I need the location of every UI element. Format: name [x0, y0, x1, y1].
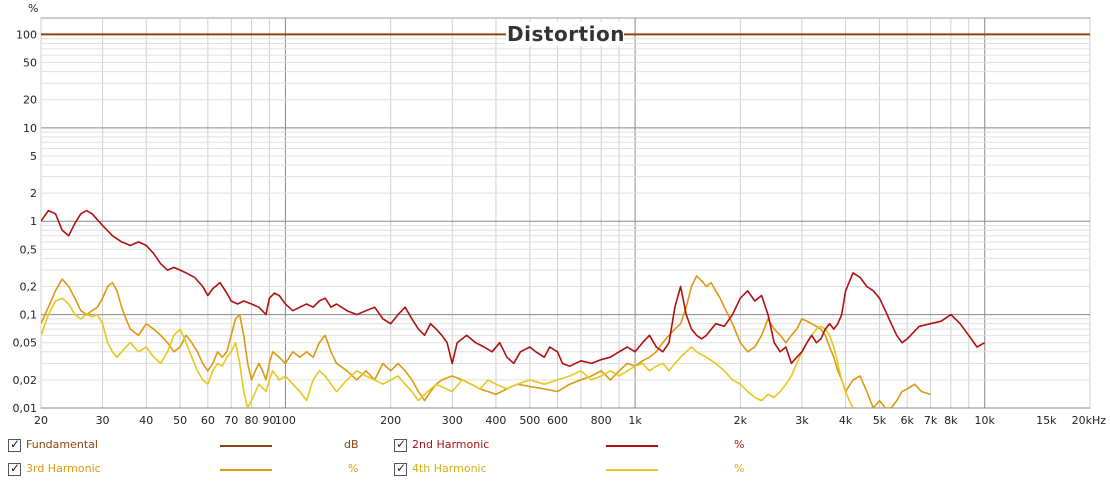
y-tick-label: 100 — [16, 28, 37, 41]
x-tick-label: 4k — [839, 414, 853, 427]
x-tick-label: 10k — [975, 414, 996, 427]
checkbox-2nd-harmonic[interactable]: ✓ — [394, 437, 407, 452]
legend-label: 3rd Harmonic — [26, 462, 101, 475]
legend-swatch — [220, 445, 272, 447]
x-tick-label: 40 — [139, 414, 153, 427]
title-backdrop — [506, 22, 624, 46]
checkmark-icon: ✓ — [396, 461, 407, 475]
x-tick-label: 8k — [944, 414, 958, 427]
legend-swatch — [606, 445, 658, 447]
legend-item-2nd-harmonic[interactable]: ✓ 2nd Harmonic % — [394, 436, 754, 456]
y-axis-label: % — [28, 2, 38, 15]
legend-unit: % — [348, 462, 359, 475]
plot-background — [40, 17, 1091, 409]
y-tick-label: 0,5 — [20, 243, 38, 256]
y-tick-label: 0,1 — [20, 309, 38, 322]
x-tick-label: 20 — [34, 414, 48, 427]
legend-label: 2nd Harmonic — [412, 438, 490, 451]
legend-label: 4th Harmonic — [412, 462, 487, 475]
x-tick-label: 7k — [924, 414, 938, 427]
x-tick-label: 70 — [224, 414, 238, 427]
checkbox-fundamental[interactable]: ✓ — [8, 437, 21, 452]
x-tick-label: 2k — [734, 414, 748, 427]
y-tick-label: 1 — [30, 215, 37, 228]
series-line-3rd-harmonic — [41, 275, 931, 408]
checkmark-icon: ✓ — [10, 461, 21, 475]
x-tick-label: 30 — [96, 414, 110, 427]
x-tick-label: 800 — [591, 414, 612, 427]
chart-title: Distortion — [507, 22, 625, 46]
checkbox-4th-harmonic[interactable]: ✓ — [394, 461, 407, 476]
legend-unit: % — [734, 462, 745, 475]
x-tick-label: 90 — [262, 414, 276, 427]
x-tick-label: 100 — [275, 414, 296, 427]
x-tick-label: 3k — [795, 414, 809, 427]
x-tick-label: 15k — [1036, 414, 1057, 427]
grid-lines — [40, 18, 1091, 409]
x-tick-label: 600 — [547, 414, 568, 427]
checkmark-icon: ✓ — [10, 437, 21, 451]
x-tick-label: 200 — [380, 414, 401, 427]
x-tick-label: 60 — [201, 414, 215, 427]
x-tick-label: 5k — [873, 414, 887, 427]
legend-unit: % — [734, 438, 745, 451]
series-line-4th-harmonic — [41, 297, 854, 408]
y-tick-labels: 100 50 20 10 5 2 1 0,5 0,2 0,1 0,05 0,02 0,01 — [13, 28, 38, 415]
legend-item-3rd-harmonic[interactable]: ✓ 3rd Harmonic % — [8, 460, 368, 480]
x-tick-label: 300 — [442, 414, 463, 427]
y-tick-label: 2 — [30, 187, 37, 200]
legend-item-fundamental[interactable]: ✓ Fundamental dB — [8, 436, 368, 456]
legend-label: Fundamental — [26, 438, 98, 451]
checkmark-icon: ✓ — [396, 437, 407, 451]
y-tick-label: 10 — [23, 122, 37, 135]
y-tick-label: 20 — [23, 94, 37, 107]
y-tick-label: 0,01 — [13, 402, 38, 415]
y-tick-label: 5 — [30, 150, 37, 163]
legend: ✓ Fundamental dB ✓ 2nd Harmonic % ✓ 3rd … — [0, 432, 1110, 488]
x-tick-label: 80 — [245, 414, 259, 427]
legend-item-4th-harmonic[interactable]: ✓ 4th Harmonic % — [394, 460, 754, 480]
legend-swatch — [220, 469, 272, 471]
x-tick-label: 6k — [900, 414, 914, 427]
series-line-2nd-harmonic — [41, 209, 986, 368]
x-tick-label: 500 — [519, 414, 540, 427]
y-tick-label: 50 — [23, 57, 37, 70]
checkbox-3rd-harmonic[interactable]: ✓ — [8, 461, 21, 476]
x-tick-label: 50 — [173, 414, 187, 427]
x-tick-label: 400 — [485, 414, 506, 427]
x-tick-label: 1k — [628, 414, 642, 427]
legend-swatch — [606, 469, 658, 471]
y-tick-label: 0,2 — [20, 280, 38, 293]
x-tick-label: 20kHz — [1072, 414, 1107, 427]
y-tick-label: 0,05 — [13, 337, 38, 350]
legend-unit: dB — [344, 438, 359, 451]
y-tick-label: 0,02 — [13, 374, 38, 387]
